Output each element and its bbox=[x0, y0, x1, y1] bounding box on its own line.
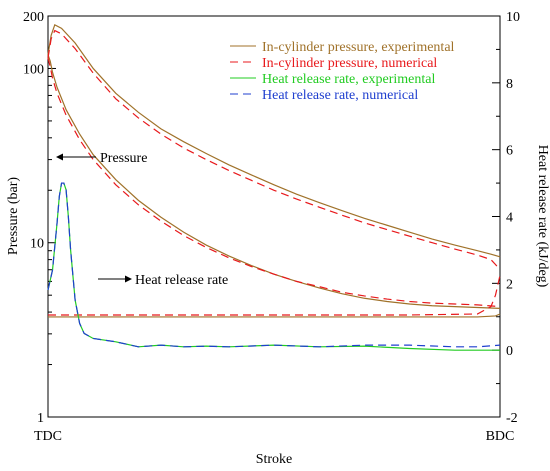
y-left-axis: 1 10 100 200 bbox=[23, 10, 56, 426]
legend: In-cylinder pressure, experimental In-cy… bbox=[230, 40, 455, 103]
x-tick-label: TDC bbox=[34, 429, 62, 444]
y-left-axis-title: Pressure (bar) bbox=[6, 177, 21, 255]
series-2-curve-line bbox=[47, 182, 500, 351]
y-right-tick-label: 8 bbox=[506, 77, 513, 92]
annotations: Pressure Heat release rate bbox=[56, 151, 228, 288]
y-right-tick-label: -2 bbox=[506, 411, 518, 426]
x-axis: TDC BDC bbox=[34, 429, 514, 444]
y-right-tick-label: 6 bbox=[506, 144, 513, 159]
x-axis-title: Stroke bbox=[256, 452, 293, 467]
legend-label-2: Heat release rate, experimental bbox=[262, 72, 435, 87]
y-right-axis: -2 0 2 4 6 8 10 bbox=[492, 10, 520, 426]
y-right-tick-label: 4 bbox=[506, 211, 513, 226]
pressure-annotation: Pressure bbox=[100, 151, 147, 166]
series-0-loop-line bbox=[48, 313, 501, 318]
series-0-upper-line bbox=[47, 23, 501, 258]
series-1-lower-line bbox=[47, 57, 501, 308]
y-left-tick-label: 1 bbox=[37, 411, 44, 426]
series-1-loop-line bbox=[48, 275, 501, 316]
series-1-upper-line bbox=[47, 29, 501, 271]
legend-label-1: In-cylinder pressure, numerical bbox=[262, 56, 437, 71]
x-tick-label: BDC bbox=[486, 429, 515, 444]
y-left-tick-label: 10 bbox=[30, 237, 44, 252]
pressure-arrow-head bbox=[56, 153, 63, 161]
plot-area: 1 10 100 200 -2 0 2 4 6 8 10 TDC BDC bbox=[23, 10, 520, 444]
series-layer bbox=[47, 23, 501, 351]
series-0-lower-line bbox=[47, 54, 501, 309]
series-3-curve-line bbox=[47, 182, 501, 348]
heat-release-annotation: Heat release rate bbox=[135, 273, 228, 288]
legend-label-3: Heat release rate, numerical bbox=[262, 88, 418, 103]
y-right-tick-label: 2 bbox=[506, 277, 513, 292]
legend-label-0: In-cylinder pressure, experimental bbox=[262, 40, 455, 55]
y-right-tick-label: 10 bbox=[506, 10, 520, 25]
y-right-tick-label: 0 bbox=[506, 344, 513, 359]
heat-release-arrow-head bbox=[125, 275, 132, 283]
y-left-tick-label: 200 bbox=[23, 10, 44, 25]
y-left-tick-label: 100 bbox=[23, 62, 44, 77]
y-right-axis-title: Heat release rate (kJ/deg) bbox=[535, 145, 550, 288]
